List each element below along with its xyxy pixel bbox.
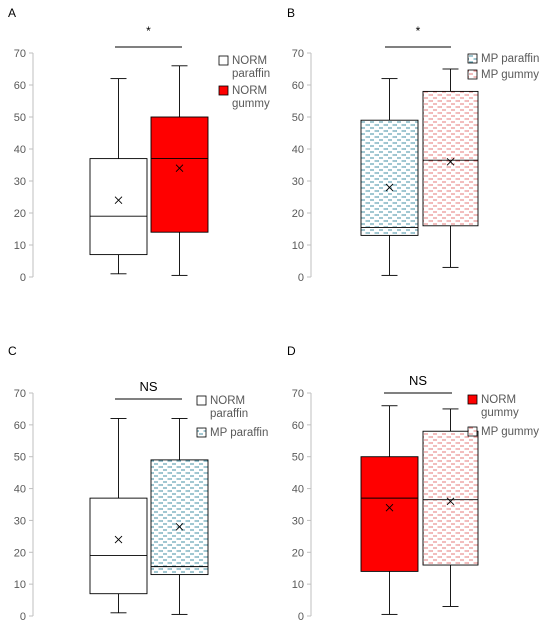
- box-norm-paraffin: [89, 418, 148, 614]
- legend-swatch: [467, 69, 478, 80]
- legend-swatch: [467, 426, 478, 437]
- y-tick-label: 50: [292, 452, 304, 464]
- iqr-box: [422, 430, 479, 566]
- iqr-box: [89, 158, 148, 256]
- mean-marker: [114, 535, 123, 544]
- y-tick-label: 30: [292, 176, 304, 188]
- significance-label: NS: [139, 379, 157, 394]
- mean-marker: [446, 497, 455, 506]
- y-tick-label: 20: [292, 208, 304, 220]
- y-tick-label: 70: [14, 388, 26, 400]
- panel-letter: A: [8, 6, 16, 20]
- y-tick-label: 40: [292, 484, 304, 496]
- box-norm-gummy: [360, 405, 419, 615]
- y-tick-label: 70: [292, 388, 304, 400]
- box-mp-gummy: [422, 408, 479, 607]
- legend-label: gummy: [481, 407, 519, 419]
- panel-letter: D: [287, 344, 296, 358]
- iqr-box: [89, 497, 148, 595]
- y-tick-label: 0: [20, 611, 26, 623]
- significance-label: NS: [409, 373, 427, 388]
- mean-marker: [385, 183, 394, 192]
- legend-label: MP paraffin: [210, 427, 268, 439]
- box-norm-gummy: [150, 65, 209, 276]
- legend-swatch: [196, 427, 207, 438]
- panel-letter: C: [8, 344, 17, 358]
- legend-label: paraffin: [232, 68, 270, 80]
- legend-label: paraffin: [210, 408, 248, 420]
- legend-swatch: [467, 394, 478, 405]
- y-tick-label: 20: [292, 547, 304, 559]
- y-tick-label: 60: [14, 420, 26, 432]
- legend-label: NORM: [232, 55, 267, 67]
- y-tick-label: 0: [20, 272, 26, 284]
- significance-label: *: [416, 24, 421, 38]
- y-tick-label: 10: [14, 240, 26, 252]
- legend-swatch: [196, 395, 207, 406]
- y-tick-label: 70: [292, 48, 304, 60]
- iqr-box: [422, 90, 479, 227]
- legend-label: NORM: [481, 394, 516, 406]
- legend-label: NORM: [232, 85, 267, 97]
- y-tick-label: 10: [292, 240, 304, 252]
- y-tick-label: 30: [292, 515, 304, 527]
- legend-swatch: [218, 55, 229, 66]
- y-tick-label: 50: [292, 112, 304, 124]
- legend-label: MP gummy: [481, 69, 539, 81]
- panel-b: B 0 10 20 30 40 50 60 70 * MP paraffin MP gummy: [287, 6, 539, 284]
- iqr-box: [360, 456, 419, 572]
- y-tick-label: 40: [292, 144, 304, 156]
- y-tick-label: 30: [14, 176, 26, 188]
- iqr-box: [360, 119, 419, 236]
- y-tick-label: 40: [14, 484, 26, 496]
- y-tick-label: 30: [14, 515, 26, 527]
- legend-label: MP gummy: [481, 426, 539, 438]
- y-tick-label: 40: [14, 144, 26, 156]
- legend-label: gummy: [232, 98, 270, 110]
- y-tick-label: 50: [14, 452, 26, 464]
- y-tick-label: 20: [14, 208, 26, 220]
- y-tick-label: 20: [14, 547, 26, 559]
- y-tick-label: 0: [298, 611, 304, 623]
- iqr-box: [150, 116, 209, 233]
- mean-marker: [175, 164, 184, 173]
- mean-marker: [446, 157, 455, 166]
- iqr-box: [150, 459, 209, 576]
- mean-marker: [385, 503, 394, 512]
- panel-letter: B: [287, 6, 295, 20]
- y-tick-label: 70: [14, 48, 26, 60]
- mean-marker: [175, 522, 184, 531]
- box-mp-gummy: [422, 68, 479, 268]
- y-tick-label: 10: [14, 579, 26, 591]
- y-tick-label: 0: [298, 272, 304, 284]
- y-tick-label: 10: [292, 579, 304, 591]
- y-tick-label: 60: [292, 80, 304, 92]
- box-norm-paraffin: [89, 78, 148, 275]
- box-mp-paraffin: [150, 418, 209, 615]
- legend-label: MP paraffin: [481, 53, 539, 65]
- box-mp-paraffin: [360, 78, 419, 276]
- legend-swatch: [218, 85, 229, 96]
- y-tick-label: 50: [14, 112, 26, 124]
- legend-label: NORM: [210, 395, 245, 407]
- mean-marker: [114, 196, 123, 205]
- legend-swatch: [467, 53, 478, 64]
- y-tick-label: 60: [292, 420, 304, 432]
- significance-label: *: [146, 24, 151, 38]
- y-tick-label: 60: [14, 80, 26, 92]
